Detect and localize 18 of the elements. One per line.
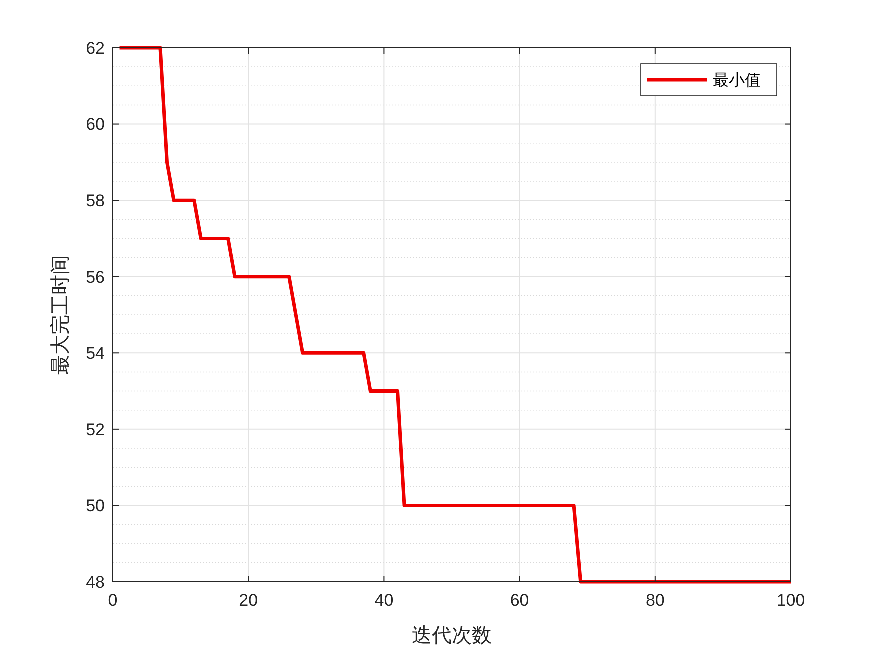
line-series (118, 46, 793, 584)
y-tick-label: 62 (86, 38, 105, 58)
y-axis-title: 最大完工时间 (48, 255, 72, 375)
y-tick-label: 50 (86, 496, 105, 516)
y-tick-label: 52 (86, 420, 105, 440)
y-tick-label: 48 (86, 572, 105, 592)
x-axis-title: 迭代次数 (412, 623, 492, 647)
x-tick-label: 20 (239, 591, 258, 610)
x-tick-label: 40 (374, 591, 394, 610)
y-tick-label: 54 (86, 344, 105, 364)
x-tick-label: 0 (108, 591, 118, 610)
legend-label: 最小值 (713, 70, 761, 90)
x-tick-label: 60 (510, 591, 530, 610)
x-tick-label: 100 (776, 591, 806, 610)
y-tick-label: 58 (86, 192, 105, 211)
y-tick-label: 60 (86, 115, 105, 134)
y-tick-label: 56 (86, 268, 105, 287)
x-tick-label: 80 (646, 591, 665, 610)
